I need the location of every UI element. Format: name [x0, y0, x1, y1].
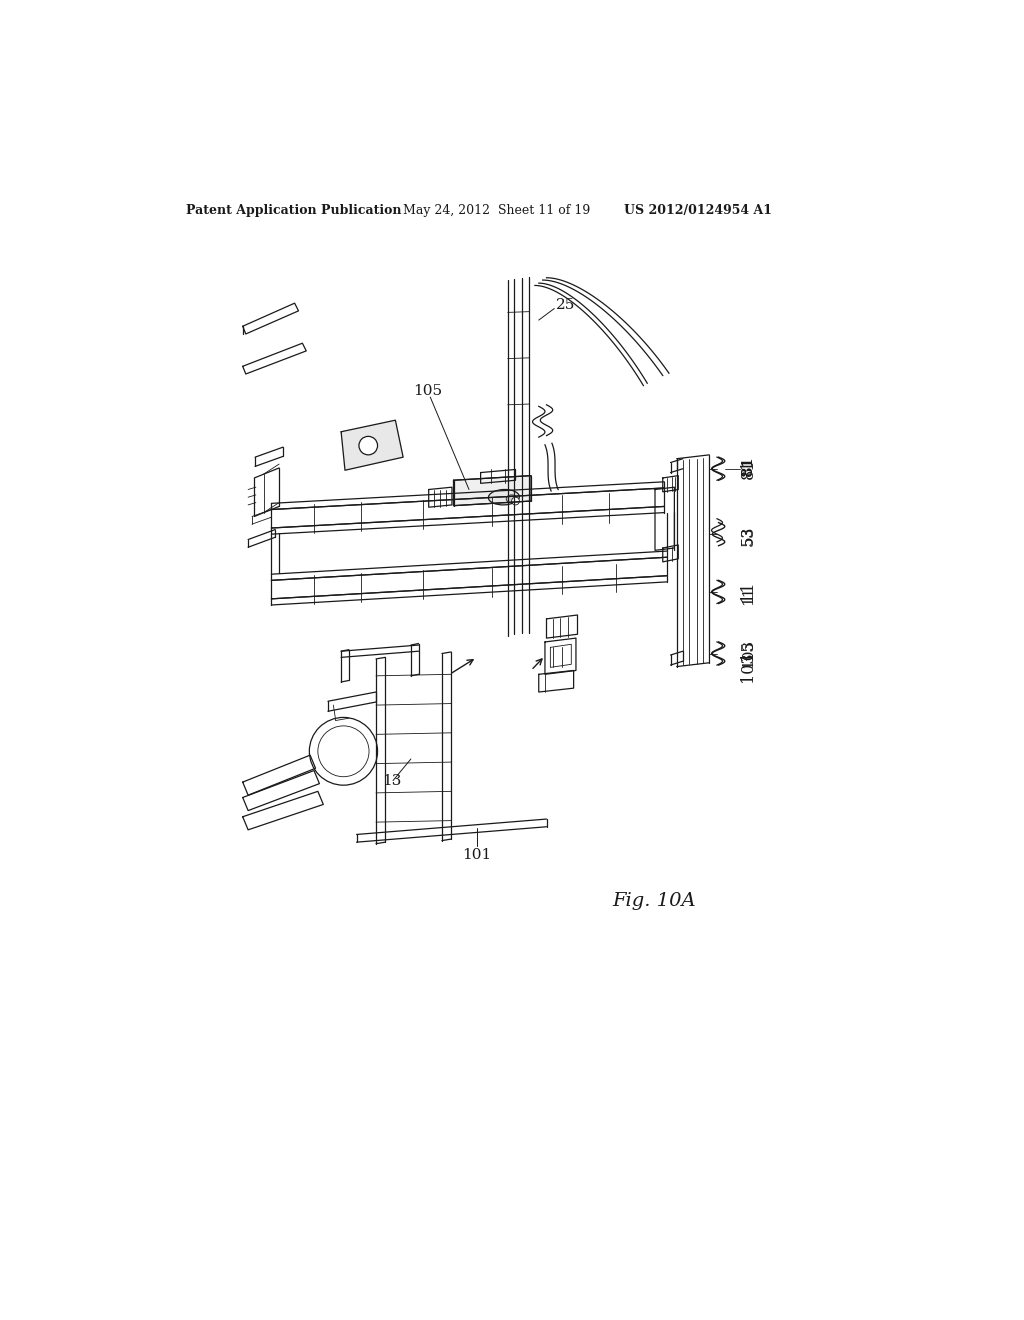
Text: 11: 11	[739, 581, 757, 602]
Polygon shape	[341, 420, 403, 470]
Text: 81: 81	[741, 455, 755, 475]
Text: 11: 11	[741, 585, 755, 605]
Text: 25: 25	[556, 298, 575, 312]
Ellipse shape	[506, 495, 517, 503]
Text: 103: 103	[739, 651, 757, 682]
Text: Fig. 10A: Fig. 10A	[612, 892, 696, 911]
Text: 81: 81	[739, 458, 757, 479]
Text: 105: 105	[414, 384, 442, 397]
Text: 15: 15	[739, 639, 757, 660]
Circle shape	[359, 437, 378, 455]
Polygon shape	[454, 475, 531, 506]
Circle shape	[512, 498, 519, 506]
Text: 81: 81	[741, 457, 755, 477]
Text: US 2012/0124954 A1: US 2012/0124954 A1	[624, 205, 772, 218]
Text: 13: 13	[382, 774, 401, 788]
Text: 53: 53	[739, 525, 757, 546]
Text: Patent Application Publication: Patent Application Publication	[186, 205, 401, 218]
Text: 101: 101	[462, 847, 492, 862]
Text: 53: 53	[741, 527, 755, 545]
Text: 103: 103	[741, 639, 755, 668]
Text: May 24, 2012  Sheet 11 of 19: May 24, 2012 Sheet 11 of 19	[403, 205, 591, 218]
Circle shape	[317, 726, 369, 776]
Ellipse shape	[488, 490, 519, 506]
Circle shape	[309, 718, 378, 785]
